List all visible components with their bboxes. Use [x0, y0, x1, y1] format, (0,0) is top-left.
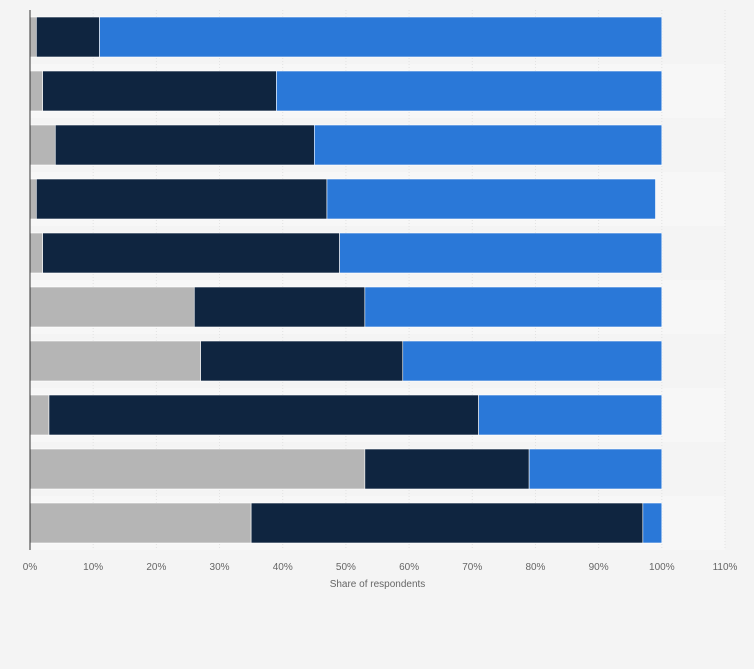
bar-segment-row5-series3: [339, 232, 663, 274]
x-tick-label: 100%: [649, 562, 675, 573]
x-tick-label: 10%: [83, 562, 103, 573]
bar-segment-row4-series1: [29, 178, 37, 220]
bar-segment-row3-series1: [29, 124, 56, 166]
bar-segment-row9-series3: [528, 448, 663, 490]
bar-segment-row1-series2: [36, 16, 100, 58]
bar-segment-row5-series1: [29, 232, 43, 274]
bar-segment-row9-series1: [29, 448, 366, 490]
bar-segment-row1-series1: [29, 16, 37, 58]
bar-segment-row8-series3: [478, 394, 663, 436]
x-tick-label: 110%: [713, 562, 738, 573]
bar-segment-row8-series2: [48, 394, 479, 436]
x-tick-labels: 0% 10% 20% 30% 40% 50% 60% 70% 80% 90% 100% 110%: [23, 562, 738, 573]
bar-segment-row7-series2: [200, 340, 404, 382]
bar-segment-row5-series2: [42, 232, 340, 274]
x-tick-label: 60%: [399, 562, 419, 573]
bar-segment-row3-series3: [314, 124, 663, 166]
x-tick-label: 50%: [336, 562, 356, 573]
x-tick-label: 40%: [273, 562, 293, 573]
bar-segment-row2-series2: [42, 70, 277, 112]
x-tick-label: 70%: [462, 562, 482, 573]
bar-segment-row3-series2: [54, 124, 315, 166]
x-tick-label: 30%: [210, 562, 230, 573]
bar-segment-row2-series3: [276, 70, 663, 112]
bars: [29, 16, 663, 544]
bar-segment-row2-series1: [29, 70, 43, 112]
x-tick-label: 80%: [525, 562, 545, 573]
bar-segment-row8-series1: [29, 394, 50, 436]
x-axis-title: Share of respondents: [330, 579, 426, 590]
x-tick-label: 0%: [23, 562, 38, 573]
x-tick-label: 90%: [589, 562, 609, 573]
bar-segment-row10-series1: [29, 502, 252, 544]
bar-segment-row10-series3: [642, 502, 663, 544]
bar-segment-row7-series1: [29, 340, 201, 382]
bar-segment-row4-series2: [36, 178, 328, 220]
x-tick-label: 20%: [146, 562, 166, 573]
bar-segment-row6-series3: [364, 286, 663, 328]
bar-segment-row6-series1: [29, 286, 195, 328]
bar-segment-row9-series2: [364, 448, 530, 490]
bar-segment-row7-series3: [402, 340, 663, 382]
bar-segment-row1-series3: [99, 16, 663, 58]
bar-segment-row4-series3: [326, 178, 656, 220]
bar-segment-row6-series2: [193, 286, 366, 328]
bar-segment-row10-series2: [250, 502, 644, 544]
